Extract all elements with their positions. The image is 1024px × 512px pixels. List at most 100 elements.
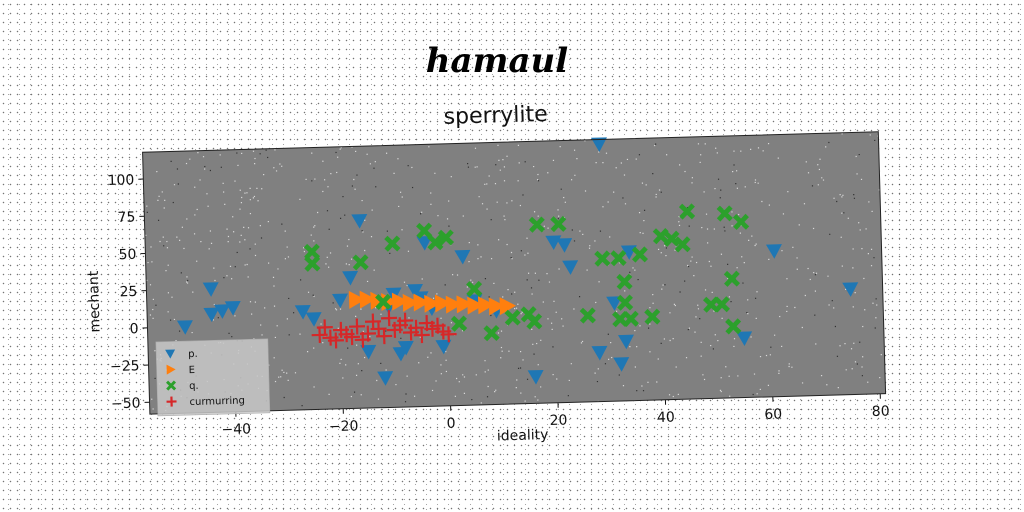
noise-dot xyxy=(281,223,283,225)
noise-dot xyxy=(254,163,256,165)
noise-dot xyxy=(360,308,362,310)
data-point xyxy=(434,294,452,313)
noise-dot xyxy=(720,377,722,379)
data-point xyxy=(736,331,753,346)
noise-dot xyxy=(389,252,391,255)
noise-dot xyxy=(526,237,528,239)
noise-dot xyxy=(350,395,352,398)
noise-dot xyxy=(435,380,437,382)
noise-dot xyxy=(326,256,328,258)
noise-dot xyxy=(213,267,215,269)
data-point xyxy=(528,216,546,233)
noise-dot xyxy=(769,354,771,356)
noise-dot xyxy=(217,317,219,319)
noise-dot xyxy=(567,395,569,397)
noise-dot xyxy=(370,235,373,238)
noise-dot xyxy=(146,211,148,213)
noise-dot xyxy=(499,169,501,171)
noise-dot xyxy=(146,205,148,207)
x-tick-label: 80 xyxy=(872,404,890,420)
noise-dot xyxy=(833,307,835,309)
noise-dot xyxy=(675,366,677,368)
noise-dot xyxy=(743,261,745,264)
noise-dot xyxy=(553,300,555,302)
noise-dot xyxy=(738,213,740,216)
noise-dot xyxy=(867,253,869,255)
noise-dot xyxy=(547,227,549,229)
noise-dot xyxy=(167,264,169,266)
noise-dot xyxy=(660,342,662,344)
data-point xyxy=(594,250,611,267)
noise-dot xyxy=(267,220,269,223)
noise-dot xyxy=(699,161,701,164)
noise-dot xyxy=(462,374,464,376)
noise-dot xyxy=(520,392,522,394)
data-point xyxy=(674,236,691,253)
y-tick-label: −25 xyxy=(110,358,140,375)
data-point xyxy=(725,318,742,335)
noise-dot xyxy=(732,170,734,173)
noise-dot xyxy=(611,356,613,359)
noise-dot xyxy=(527,252,529,254)
noise-dot xyxy=(486,183,488,185)
noise-dot xyxy=(273,305,276,307)
noise-dot xyxy=(778,372,780,375)
data-point xyxy=(590,137,607,152)
noise-dot xyxy=(247,276,249,278)
noise-dot xyxy=(231,336,233,338)
noise-dot xyxy=(701,226,703,229)
noise-dot xyxy=(761,200,763,203)
noise-dot xyxy=(663,338,666,340)
noise-dot xyxy=(243,226,245,228)
legend-label: q. xyxy=(189,381,199,392)
noise-dot xyxy=(829,233,831,235)
noise-dot xyxy=(484,278,487,280)
noise-dot xyxy=(501,350,503,352)
noise-dot xyxy=(750,148,752,151)
legend-box xyxy=(155,338,271,417)
noise-dot xyxy=(655,193,657,196)
noise-dot xyxy=(801,382,804,384)
noise-dot xyxy=(167,292,170,294)
noise-dot xyxy=(260,237,263,239)
noise-dot xyxy=(717,339,719,342)
data-point xyxy=(303,243,321,260)
noise-dot xyxy=(329,252,332,254)
noise-dot xyxy=(432,297,435,299)
noise-dot xyxy=(364,249,366,252)
noise-dot xyxy=(163,245,165,247)
noise-dot xyxy=(511,293,513,295)
noise-dot xyxy=(511,258,513,260)
noise-dot xyxy=(229,265,232,267)
noise-dot xyxy=(809,278,811,281)
noise-dot xyxy=(852,267,854,269)
noise-dot xyxy=(222,182,224,184)
noise-dot xyxy=(639,231,641,234)
noise-dot xyxy=(733,150,735,152)
legend-marker xyxy=(166,396,177,407)
noise-dot xyxy=(517,367,520,369)
noise-dot xyxy=(263,173,265,176)
noise-dot xyxy=(362,231,364,233)
noise-dot xyxy=(224,203,226,206)
noise-dot xyxy=(770,346,772,348)
noise-dot xyxy=(339,362,341,364)
noise-dot xyxy=(664,284,666,286)
noise-dot xyxy=(672,395,674,398)
data-point xyxy=(483,325,500,342)
data-point xyxy=(526,313,543,330)
data-point xyxy=(445,295,463,314)
noise-dot xyxy=(713,228,715,230)
noise-dot xyxy=(746,311,748,314)
noise-dot xyxy=(636,390,638,392)
noise-dot xyxy=(839,193,841,196)
noise-dot xyxy=(641,182,644,184)
noise-dot xyxy=(204,168,206,170)
noise-dot xyxy=(497,144,499,146)
noise-dot xyxy=(845,369,847,371)
noise-dot xyxy=(843,212,845,214)
noise-dot xyxy=(759,388,761,391)
noise-dot xyxy=(852,248,854,250)
noise-dot xyxy=(313,226,315,228)
noise-dot xyxy=(853,197,856,199)
